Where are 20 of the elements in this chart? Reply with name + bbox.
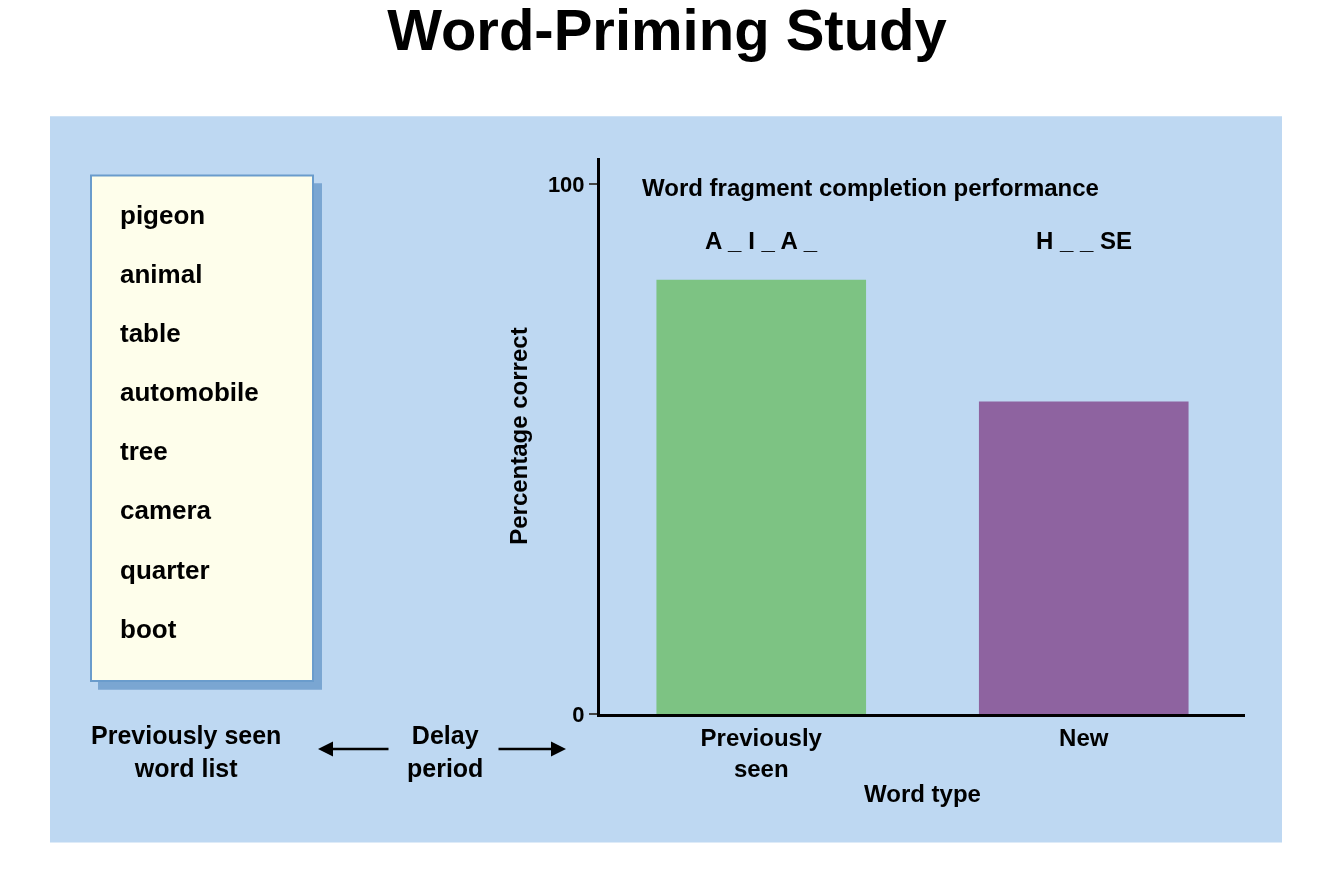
y-tick-label: 100	[547, 171, 585, 197]
text: automobile	[120, 377, 259, 407]
chart-title: Word-Priming Study	[387, 0, 947, 62]
x-axis-title: Word type	[864, 779, 981, 807]
x-tick-label: Previously seen	[700, 724, 823, 783]
text: Delay period	[407, 721, 484, 782]
x-tick-label: New	[1059, 724, 1109, 752]
text: boot	[120, 614, 177, 644]
y-axis-title: Percentage correct	[504, 327, 532, 545]
text: pigeon	[120, 200, 206, 230]
text: table	[120, 318, 181, 348]
text: Previously seen word list	[91, 721, 282, 782]
annotation: H _ _ SE	[1036, 227, 1133, 254]
text: tree	[120, 436, 168, 466]
text: Word fragment completion performance	[642, 174, 1099, 201]
text: animal	[120, 259, 203, 289]
annotation: A _ I _ A _	[705, 227, 818, 254]
y-tick-label: 0	[572, 702, 585, 728]
text: camera	[120, 495, 212, 525]
text: quarter	[120, 555, 210, 585]
